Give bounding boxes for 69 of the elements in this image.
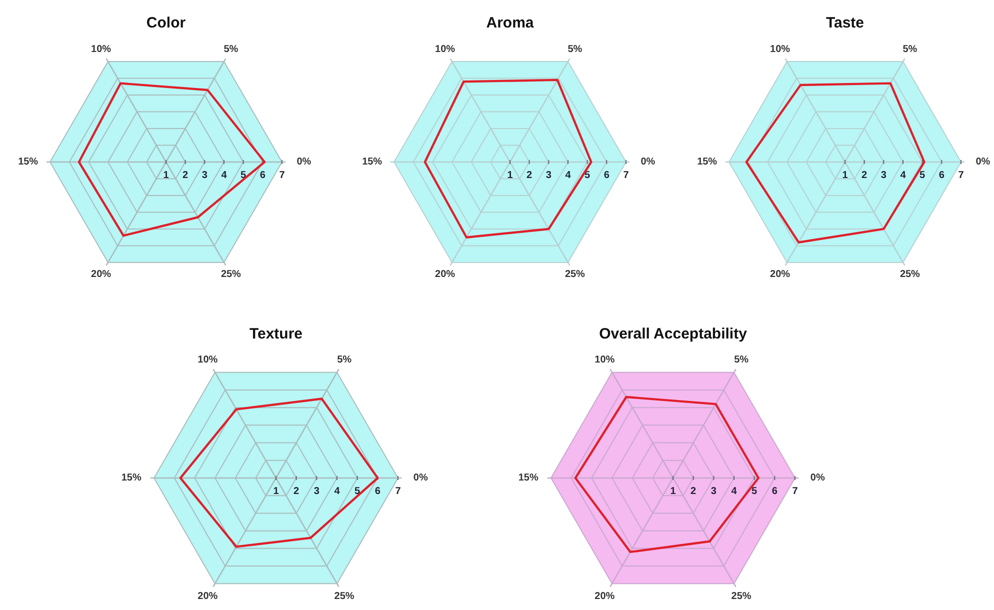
y-tick-label: 6 — [938, 170, 945, 181]
y-tick-label: 1 — [842, 170, 848, 181]
y-tick-label: 4 — [900, 170, 906, 181]
y-tick-label: 1 — [273, 486, 280, 497]
spoke-label: 5% — [337, 354, 352, 366]
y-tick-label: 3 — [314, 486, 320, 497]
y-tick-label: 6 — [772, 486, 778, 497]
y-tick-label: 3 — [546, 170, 552, 181]
spoke-label: 0% — [810, 472, 825, 484]
chart-title: Color — [146, 14, 186, 32]
spoke-label: 15% — [18, 156, 38, 168]
spoke-label: 15% — [362, 156, 382, 168]
y-tick-label: 3 — [880, 170, 887, 181]
y-tick-label: 2 — [862, 170, 868, 181]
spoke-label: 0% — [413, 472, 428, 484]
spoke-label: 15% — [697, 156, 718, 168]
spoke-label: 10% — [594, 354, 615, 366]
spoke-label: 10% — [91, 44, 112, 56]
y-tick-label: 2 — [182, 170, 189, 181]
y-tick-label: 5 — [752, 486, 758, 497]
y-tick-label: 1 — [670, 486, 676, 497]
spoke-label: 10% — [198, 354, 218, 366]
y-tick-label: 4 — [334, 486, 340, 497]
y-tick-label: 6 — [604, 170, 610, 181]
spoke-label: 0% — [976, 156, 990, 168]
spoke-label: 25% — [564, 269, 586, 280]
y-tick-label: 7 — [279, 170, 286, 181]
y-tick-label: 5 — [354, 486, 361, 497]
spoke-label: 15% — [121, 472, 142, 484]
spoke-label: 5% — [224, 44, 238, 56]
y-tick-label: 2 — [294, 486, 300, 497]
y-tick-label: 3 — [710, 486, 717, 497]
spoke-label: 0% — [296, 156, 312, 168]
y-tick-label: 2 — [526, 170, 533, 181]
y-tick-label: 6 — [260, 170, 266, 181]
spoke-label: 20% — [594, 590, 615, 602]
y-tick-label: 7 — [623, 170, 630, 181]
spoke-label: 25% — [334, 590, 354, 602]
spoke-label: 25% — [900, 269, 920, 280]
spoke-label: 5% — [568, 44, 582, 56]
spoke-label: 10% — [435, 44, 456, 56]
y-tick-label: 1 — [507, 170, 514, 181]
chart-title: Overall Acceptability — [599, 325, 748, 342]
spoke-label: 15% — [518, 472, 538, 484]
spoke-label: 5% — [902, 44, 918, 56]
chart-title: Taste — [826, 14, 864, 32]
y-tick-label: 7 — [395, 486, 402, 497]
y-tick-label: 5 — [920, 170, 926, 181]
spoke-label: 10% — [770, 44, 790, 56]
spoke-label: 5% — [734, 354, 749, 366]
spoke-label: 20% — [91, 269, 112, 280]
y-tick-label: 7 — [958, 170, 964, 181]
spoke-label: 25% — [220, 269, 242, 280]
y-tick-label: 4 — [731, 486, 738, 497]
y-tick-label: 4 — [565, 170, 572, 181]
y-tick-label: 3 — [202, 170, 208, 181]
y-tick-label: 5 — [240, 170, 247, 181]
y-tick-label: 4 — [221, 170, 228, 181]
spoke-label: 25% — [731, 590, 752, 602]
spoke-label: 0% — [640, 156, 656, 168]
spoke-label: 20% — [198, 590, 218, 602]
chart-title: Texture — [249, 325, 303, 342]
spoke-label: 20% — [435, 269, 456, 280]
y-tick-label: 6 — [374, 486, 381, 497]
y-tick-label: 1 — [163, 170, 170, 181]
y-tick-label: 2 — [690, 486, 697, 497]
spoke-label: 20% — [770, 269, 790, 280]
chart-title: Aroma — [486, 14, 534, 32]
y-tick-label: 7 — [792, 486, 798, 497]
